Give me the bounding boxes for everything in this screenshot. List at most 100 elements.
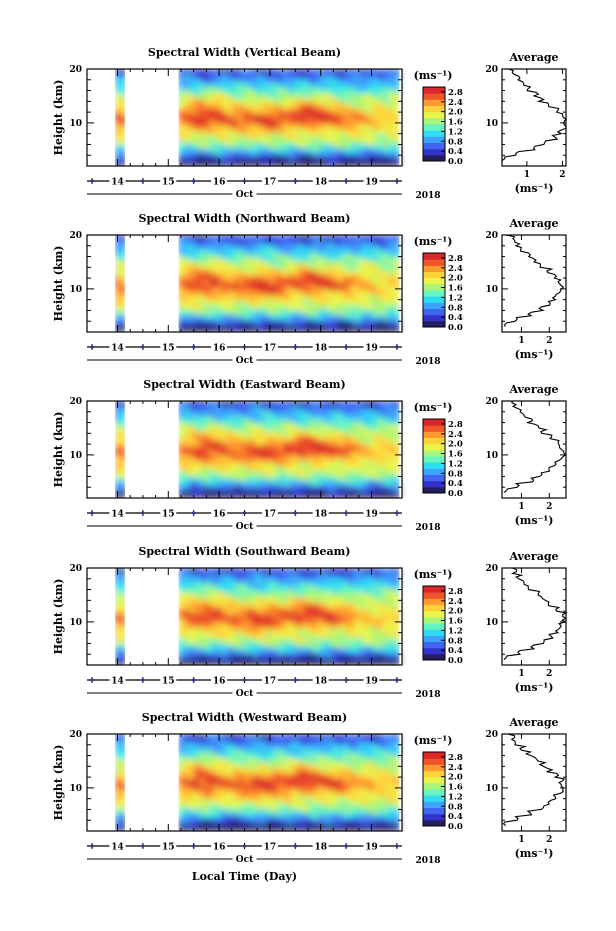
heatmap-cell: [293, 441, 300, 447]
heatmap-cell: [218, 653, 225, 659]
heatmap-cell: [358, 94, 365, 100]
heatmap-cell: [193, 406, 200, 412]
heatmap-cell: [388, 134, 395, 140]
heatmap-cell: [258, 290, 265, 296]
heatmap-cell: [238, 491, 245, 497]
heatmap-cell: [188, 744, 195, 750]
heatmap-cell: [388, 129, 395, 135]
heatmap-cell: [298, 305, 305, 311]
heatmap-cell: [253, 663, 260, 665]
heatmap-cell: [248, 240, 255, 246]
heatmap-cell: [193, 84, 200, 90]
heatmap-cell: [398, 89, 400, 95]
heatmap-cell: [353, 456, 360, 462]
heatmap-cell: [288, 578, 295, 584]
heatmap-cell: [223, 426, 230, 432]
heatmap-cell: [388, 280, 395, 286]
heatmap-cell: [333, 250, 340, 256]
heatmap-cell: [268, 476, 275, 482]
heatmap-cell: [114, 789, 121, 795]
heatmap-cell: [308, 406, 315, 412]
heatmap-cell: [298, 154, 305, 160]
heatmap-cell: [213, 784, 220, 790]
heatmap-cell: [223, 260, 230, 266]
data-gap-mask: [81, 395, 408, 504]
heatmap-cell: [228, 593, 235, 599]
heatmap-cell: [298, 406, 305, 412]
heatmap-cell: [223, 648, 230, 654]
heatmap-cell: [208, 84, 215, 90]
heatmap-cell: [253, 744, 260, 750]
heatmap-cell: [328, 94, 335, 100]
x-tick-label: 18: [314, 178, 327, 188]
heatmap-cell: [278, 134, 285, 140]
heatmap-cell: [383, 406, 390, 412]
heatmap-cell: [308, 466, 315, 472]
heatmap-cell: [353, 441, 360, 447]
heatmap-cell: [368, 466, 375, 472]
heatmap-cell: [313, 436, 320, 442]
heatmap-cell: [398, 245, 400, 251]
heatmap-cell: [228, 578, 235, 584]
heatmap-cell: [363, 154, 370, 160]
heatmap-cell: [323, 401, 330, 407]
heatmap-cell: [193, 285, 200, 291]
heatmap-cell: [233, 759, 240, 765]
heatmap-cell: [318, 149, 325, 155]
heatmap-cell: [183, 89, 190, 95]
heatmap-cell: [193, 300, 200, 306]
heatmap-cell: [223, 774, 230, 780]
heatmap-cell: [288, 608, 295, 614]
heatmap-cell: [348, 441, 355, 447]
heatmap-cell: [323, 255, 330, 261]
heatmap-cell: [203, 633, 210, 639]
heatmap-cell: [323, 154, 330, 160]
heatmap-cell: [298, 300, 305, 306]
heatmap-cell: [353, 290, 360, 296]
heatmap-cell: [228, 441, 235, 447]
heatmap-cell: [308, 84, 315, 90]
heatmap-cell: [198, 804, 205, 810]
heatmap-cell: [358, 436, 365, 442]
heatmap-cell: [218, 603, 225, 609]
heatmap-cell: [228, 754, 235, 760]
heatmap-cell: [263, 295, 270, 301]
heatmap-cell: [388, 573, 395, 579]
heatmap-cell: [373, 255, 380, 261]
heatmap-cell: [213, 588, 220, 594]
colorbar-swatch: [423, 105, 445, 113]
heatmap-cell: [393, 496, 400, 498]
heatmap-cell: [303, 119, 310, 125]
heatmap-cell: [228, 769, 235, 775]
heatmap-cell: [333, 618, 340, 624]
heatmap-cell: [268, 401, 275, 407]
heatmap-cell: [188, 406, 195, 412]
heatmap-cell: [233, 240, 240, 246]
heatmap-cell: [198, 129, 205, 135]
heatmap-cell: [368, 623, 375, 629]
heatmap-cell: [258, 799, 265, 805]
heatmap-cell: [208, 643, 215, 649]
heatmap-cell: [303, 114, 310, 120]
heatmap-cell: [368, 280, 375, 286]
heatmap-cell: [198, 658, 205, 664]
heatmap-cell: [268, 325, 275, 331]
heatmap-cell: [363, 164, 370, 166]
heatmap-cell: [228, 325, 235, 331]
heatmap-cell: [223, 451, 230, 457]
heatmap-cell: [268, 255, 275, 261]
heatmap-cell: [258, 315, 265, 321]
heatmap-cell: [228, 618, 235, 624]
heatmap-cell: [243, 270, 250, 276]
heatmap-cell: [218, 623, 225, 629]
heatmap-cell: [383, 119, 390, 125]
heatmap-cell: [193, 461, 200, 467]
heatmap-cell: [114, 633, 121, 639]
heatmap-cell: [343, 89, 350, 95]
heatmap-cell: [303, 401, 310, 407]
heatmap-cell: [338, 426, 345, 432]
heatmap-cell: [303, 265, 310, 271]
heatmap-cell: [278, 84, 285, 90]
heatmap-cell: [178, 593, 185, 599]
heatmap-cell: [188, 74, 195, 80]
